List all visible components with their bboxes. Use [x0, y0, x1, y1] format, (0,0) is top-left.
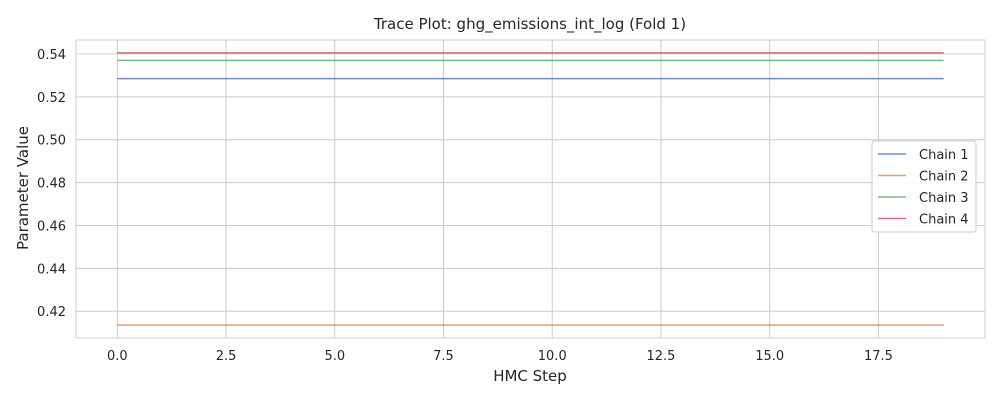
- x-tick-label: 7.5: [433, 349, 454, 364]
- x-tick-label: 0.0: [107, 349, 128, 364]
- y-tick-label: 0.48: [37, 177, 66, 192]
- tick-labels: 0.0 2.5 5.0 7.5 10.0 12.5 15.0 17.5 0.42 0.44 0.46…: [37, 48, 893, 364]
- x-tick-label: 5.0: [324, 349, 345, 364]
- grid: [76, 40, 985, 338]
- plot-frame: [75, 39, 986, 339]
- series-lines: [117, 52, 944, 326]
- x-axis-title: HMC Step: [493, 367, 567, 385]
- y-tick-label: 0.50: [37, 134, 66, 149]
- x-tick-label: 2.5: [216, 349, 237, 364]
- y-tick-label: 0.54: [37, 48, 66, 63]
- legend-label-chain-4: Chain 4: [919, 213, 969, 228]
- y-axis-title: Parameter Value: [14, 126, 32, 250]
- legend-label-chain-1: Chain 1: [919, 148, 969, 163]
- y-tick-label: 0.44: [37, 262, 66, 277]
- x-tick-label: 10.0: [538, 349, 567, 364]
- y-tick-label: 0.42: [37, 305, 66, 320]
- legend-label-chain-2: Chain 2: [919, 170, 969, 185]
- legend: Chain 1 Chain 2 Chain 3 Chain 4: [871, 140, 977, 233]
- chart-title: Trace Plot: ghg_emissions_int_log (Fold …: [373, 15, 686, 34]
- x-tick-label: 17.5: [864, 349, 893, 364]
- x-tick-label: 15.0: [755, 349, 784, 364]
- legend-label-chain-3: Chain 3: [919, 191, 969, 206]
- legend-box: [871, 140, 977, 233]
- y-tick-label: 0.52: [37, 91, 66, 106]
- y-tick-label: 0.46: [37, 219, 66, 234]
- x-tick-label: 12.5: [647, 349, 676, 364]
